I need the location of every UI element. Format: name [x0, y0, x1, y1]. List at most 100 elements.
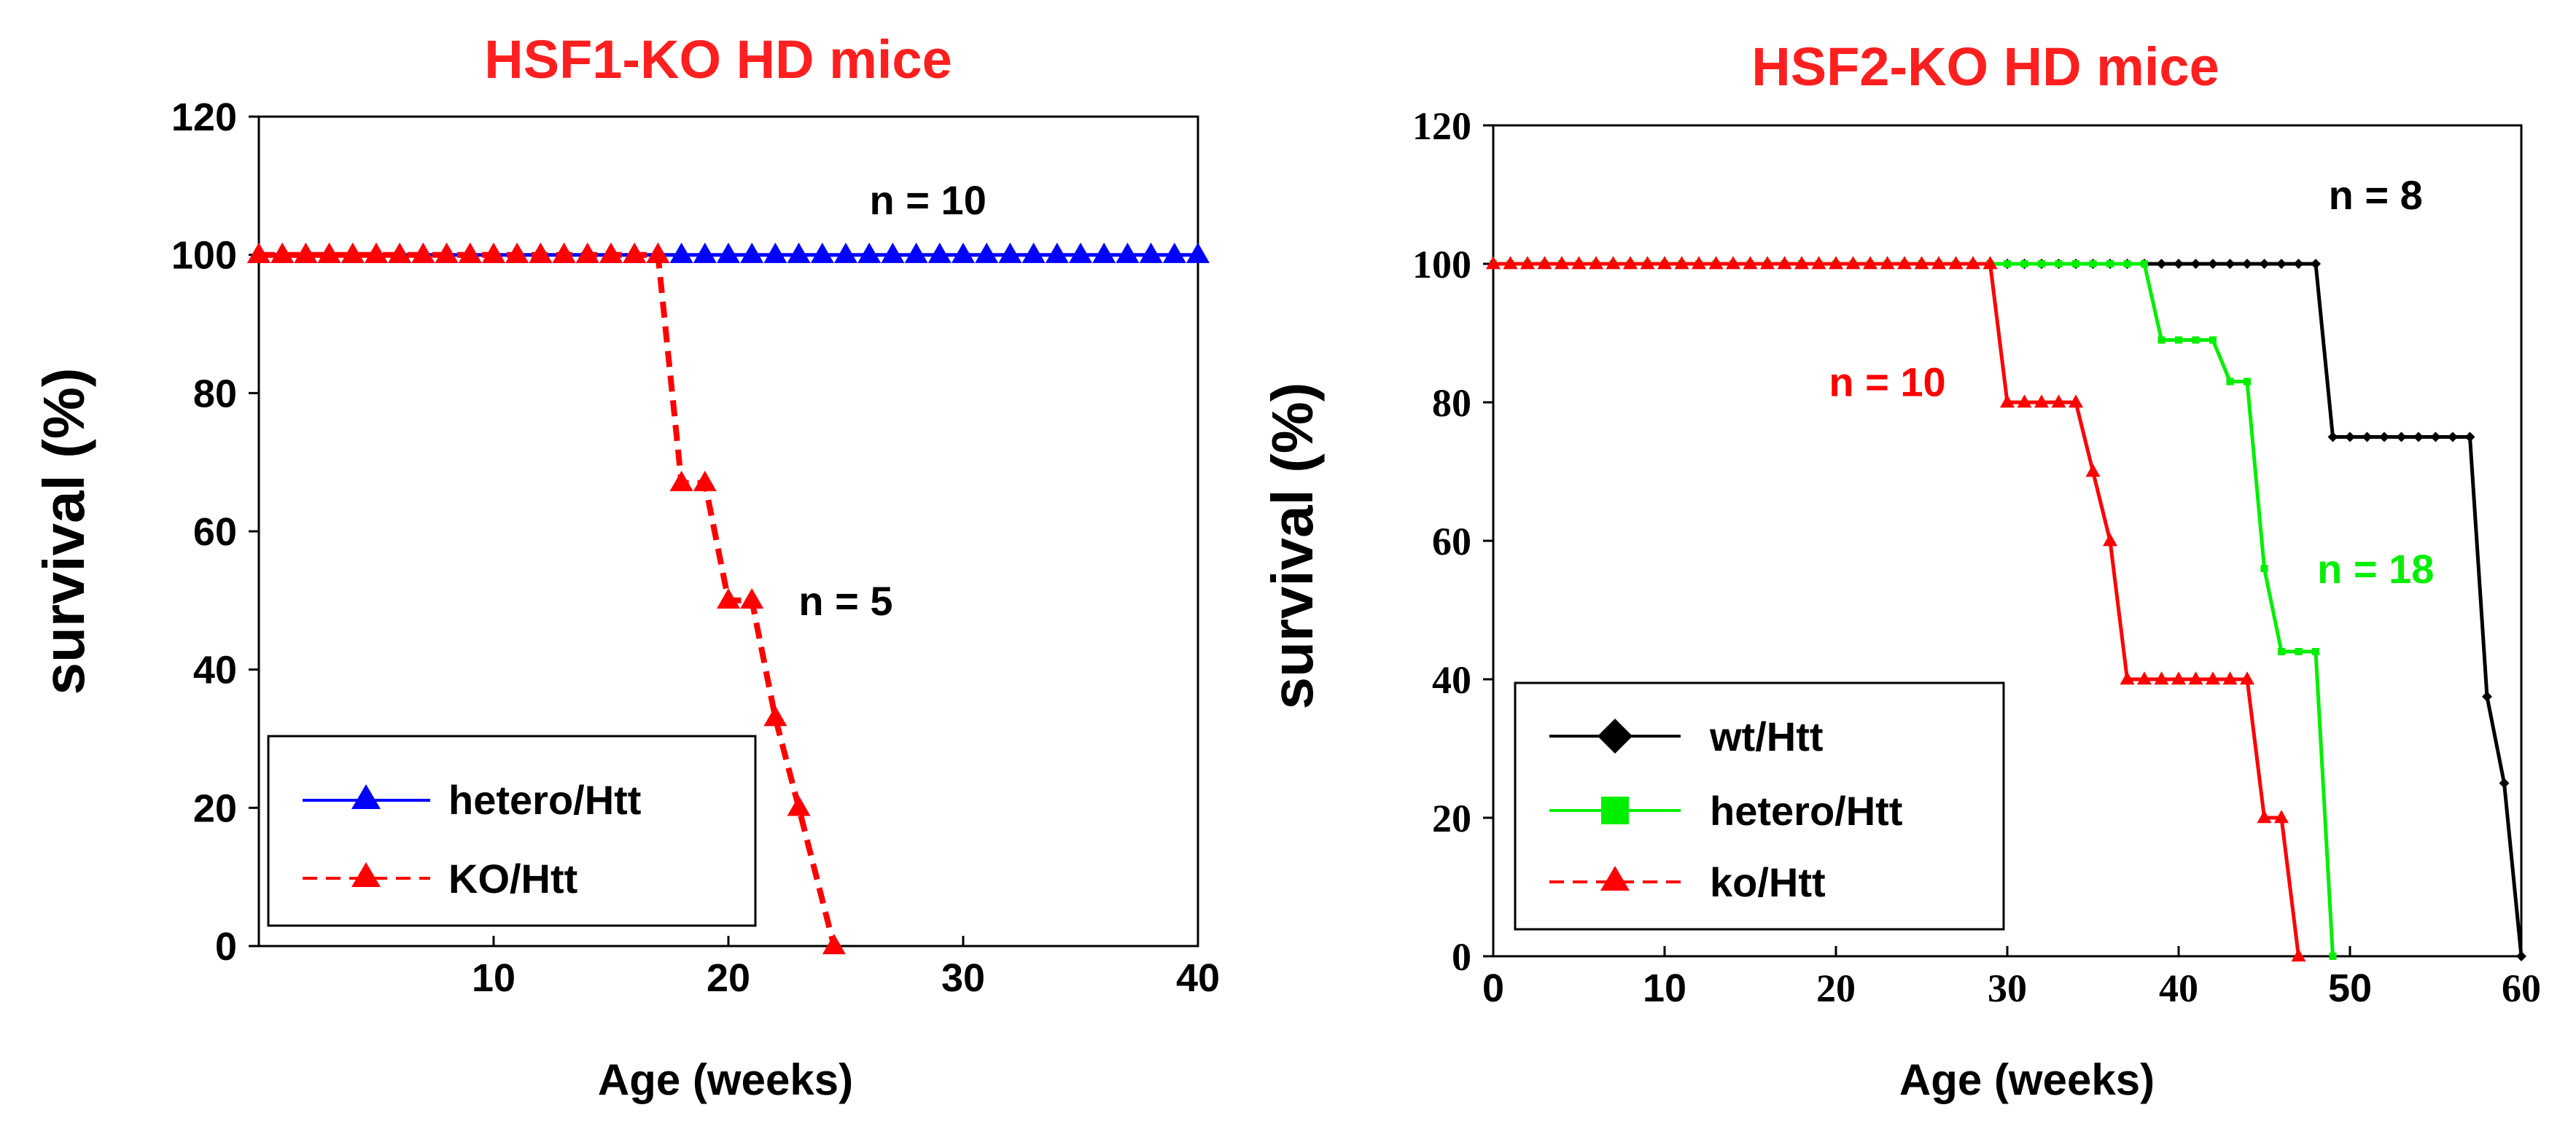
y-tick-label: 0: [1452, 935, 1471, 979]
chart-title: HSF2-KO HD mice: [1751, 36, 2219, 97]
x-axis-label: Age (weeks): [1899, 1055, 2155, 1104]
data-point: [411, 242, 435, 263]
data-point: [1863, 256, 1877, 270]
data-point: [2362, 431, 2373, 442]
y-axis-label: survival (%): [1260, 382, 1325, 709]
data-point: [1623, 256, 1638, 270]
data-point: [505, 242, 529, 263]
data-point: [2499, 778, 2510, 789]
data-point: [1069, 242, 1092, 263]
data-point: [646, 242, 670, 263]
data-point: [2089, 260, 2097, 267]
data-point: [2293, 259, 2304, 269]
data-point: [2516, 951, 2526, 961]
data-point: [2085, 464, 2101, 477]
data-point: [1139, 242, 1163, 263]
y-tick-label: 80: [1432, 381, 1471, 425]
data-point: [2396, 431, 2407, 442]
data-point: [2208, 259, 2218, 269]
data-point: [317, 242, 341, 263]
data-point: [247, 242, 271, 263]
legend-label-hetero: hetero/Htt: [1710, 788, 1902, 834]
legend-label-ko: ko/Htt: [1710, 859, 1826, 905]
data-point: [2244, 378, 2251, 386]
data-point: [1162, 242, 1186, 263]
y-tick-label: 100: [171, 234, 237, 278]
data-point: [2020, 260, 2028, 267]
legend-marker-ko: [1600, 866, 1630, 891]
data-point: [1794, 256, 1809, 270]
data-point: [693, 470, 717, 491]
legend-box: [267, 735, 757, 927]
data-point: [2209, 336, 2217, 344]
y-tick-label: 60: [193, 510, 237, 554]
data-point: [2276, 259, 2287, 269]
data-point: [1520, 256, 1535, 270]
legend-marker-wt: [1598, 719, 1633, 754]
data-point: [2051, 394, 2066, 408]
legend-marker-hetero: [1601, 797, 1629, 824]
legend: hetero/Htt KO/Htt: [267, 735, 757, 927]
data-point: [2120, 671, 2135, 685]
legend-box: [1514, 681, 2005, 931]
annotation-n10: n = 10: [870, 177, 987, 223]
legend: wt/Htt hetero/Htt ko/Htt: [1514, 681, 2005, 931]
data-point: [2188, 671, 2203, 685]
data-point: [1966, 256, 1980, 270]
data-point: [740, 242, 764, 263]
data-point: [2171, 671, 2186, 685]
data-point: [1116, 242, 1140, 263]
data-point: [1845, 256, 1861, 270]
data-point: [998, 242, 1022, 263]
data-point: [834, 242, 857, 263]
data-point: [2413, 431, 2424, 442]
data-point: [740, 588, 764, 609]
data-point: [2222, 671, 2238, 685]
data-point: [2225, 259, 2235, 269]
y-tick-label: 60: [1432, 520, 1471, 563]
data-point: [927, 242, 952, 263]
data-point: [2206, 671, 2220, 685]
data-point: [1931, 256, 1946, 270]
data-point: [2240, 671, 2254, 685]
y-axis-label: survival (%): [31, 367, 96, 695]
data-point: [1743, 256, 1758, 270]
data-point: [1537, 256, 1552, 270]
data-point: [952, 242, 975, 263]
data-point: [1503, 256, 1518, 270]
data-point: [2055, 260, 2063, 267]
x-tick-label: 30: [1988, 966, 2027, 1010]
data-point: [1589, 256, 1603, 270]
data-point: [1982, 256, 1998, 270]
axis-ticks: 0 20 40 60 80 100 120 0 10 20 30 40 50 60: [1412, 104, 2541, 1010]
legend-label-wt: wt/Htt: [1709, 714, 1824, 759]
data-point: [365, 242, 388, 263]
data-point: [1022, 242, 1046, 263]
data-point: [881, 242, 905, 263]
chart-title: HSF1-KO HD mice: [484, 29, 952, 90]
data-point: [1486, 256, 1501, 270]
legend-label-ko: KO/Htt: [448, 856, 577, 902]
data-point: [1554, 256, 1569, 270]
annotation-n8: n = 8: [2329, 172, 2423, 218]
data-point: [599, 242, 623, 263]
legend-marker-hetero: [351, 784, 381, 809]
data-point: [1811, 256, 1826, 270]
data-point: [482, 242, 505, 263]
legend-label-hetero: hetero/Htt: [448, 777, 641, 823]
axis-ticks: 0 20 40 60 80 100 120 10 20 30 40: [171, 95, 1220, 1000]
data-point: [2175, 336, 2182, 344]
data-point: [810, 242, 834, 263]
data-point: [1657, 256, 1672, 270]
data-point: [2242, 259, 2252, 269]
x-tick-label: 50: [2328, 966, 2372, 1010]
data-point: [2295, 648, 2303, 655]
data-point: [2123, 260, 2131, 267]
x-tick-label: 10: [1643, 966, 1686, 1010]
data-point: [2274, 810, 2289, 824]
series-layer: [247, 242, 1210, 955]
data-point: [2329, 953, 2337, 960]
data-point: [2106, 260, 2114, 267]
